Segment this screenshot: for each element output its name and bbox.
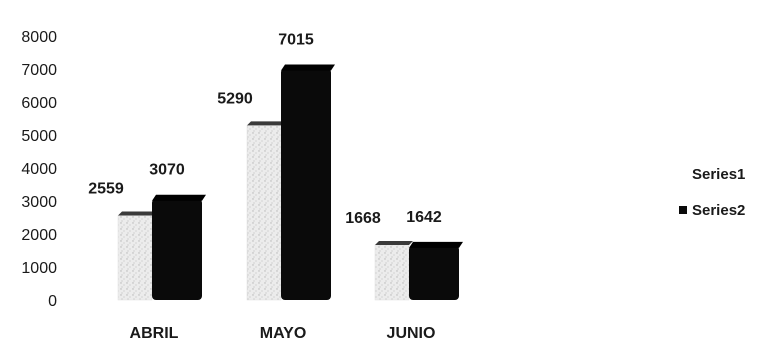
legend-series2-swatch — [679, 206, 687, 214]
bar-series2-abril — [152, 198, 202, 300]
x-tick-label-junio: JUNIO — [387, 325, 436, 342]
y-tick-label: 5000 — [21, 128, 57, 145]
bar-series2-junio — [409, 245, 459, 300]
y-tick-label: 2000 — [21, 227, 57, 244]
legend: Series1 Series2 — [679, 166, 745, 219]
data-label-series2-mayo: 7015 — [278, 32, 314, 49]
bar-series1-top-mayo — [247, 121, 285, 126]
y-tick-label: 1000 — [21, 260, 57, 277]
y-tick-label: 8000 — [21, 29, 57, 46]
data-label-series1-abril: 2559 — [88, 181, 124, 198]
x-tick-label-mayo: MAYO — [260, 325, 307, 342]
bar-series1-top-junio — [375, 240, 413, 245]
y-tick-label: 7000 — [21, 62, 57, 79]
x-tick-label-abril: ABRIL — [130, 325, 179, 342]
bar-series1-mayo — [246, 125, 282, 301]
y-tick-label: 0 — [48, 293, 57, 310]
legend-series1-label: Series1 — [692, 166, 745, 183]
y-tick-label: 6000 — [21, 95, 57, 112]
bar-series2-top-abril — [152, 194, 206, 201]
bars — [117, 64, 463, 301]
legend-series2-label: Series2 — [692, 202, 745, 219]
y-axis: 0 1000 2000 3000 4000 5000 6000 7000 8000 — [21, 29, 57, 310]
bar-series1-top-abril — [118, 211, 156, 216]
x-axis: ABRIL MAYO JUNIO — [130, 325, 436, 342]
data-label-series1-mayo: 5290 — [217, 90, 253, 107]
bar-series1-abril — [117, 215, 153, 301]
data-label-series2-abril: 3070 — [149, 162, 185, 179]
bar-series2-top-junio — [409, 241, 463, 248]
bar-series1-junio — [374, 244, 410, 301]
data-label-series2-junio: 1642 — [406, 209, 442, 226]
y-tick-label: 4000 — [21, 161, 57, 178]
bar-series2-mayo — [281, 68, 331, 300]
data-labels: 2559 3070 5290 7015 1668 1642 — [88, 32, 442, 227]
data-label-series1-junio: 1668 — [345, 210, 381, 227]
bar-series2-top-mayo — [281, 64, 335, 71]
y-tick-label: 3000 — [21, 194, 57, 211]
